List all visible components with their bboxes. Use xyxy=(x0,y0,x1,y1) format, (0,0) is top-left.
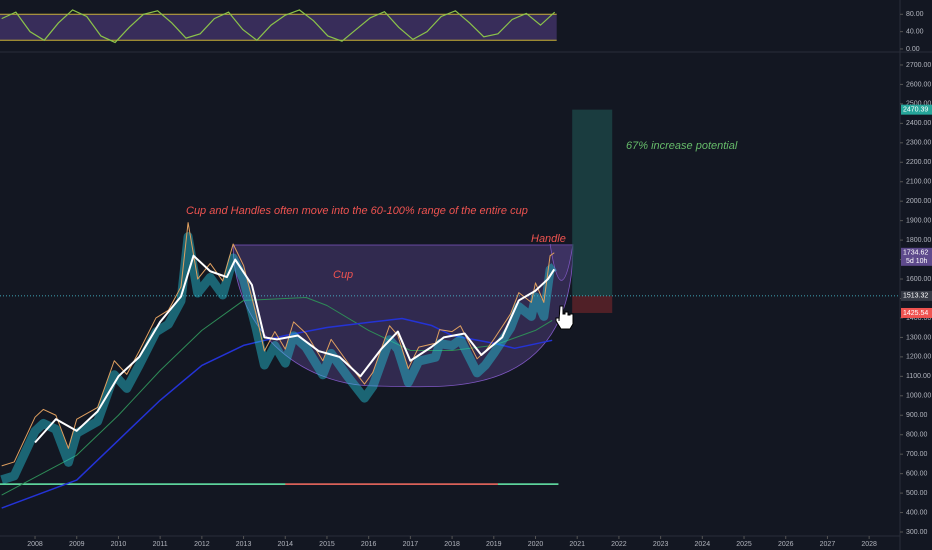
x-tick-label: 2012 xyxy=(194,541,210,548)
x-tick-label: 2016 xyxy=(361,541,377,548)
x-tick-label: 2024 xyxy=(695,541,711,548)
y-tick-label: 400.00 xyxy=(906,509,928,516)
y-tick-label: 500.00 xyxy=(906,490,928,497)
y-tick-label: 1300.00 xyxy=(906,334,931,341)
x-tick-label: 2021 xyxy=(569,541,585,548)
target-label-bg xyxy=(901,104,932,115)
y-tick-label: 2100.00 xyxy=(906,179,931,186)
series-line xyxy=(1,317,553,509)
y-tick-label: 1900.00 xyxy=(906,217,931,224)
y-tick-label: 2300.00 xyxy=(906,140,931,147)
y-tick-label: 2000.00 xyxy=(906,198,931,205)
y-tick-label: 1800.00 xyxy=(906,237,931,244)
y-tick-label: 1000.00 xyxy=(906,393,931,400)
y-tick-label: 2200.00 xyxy=(906,159,931,166)
plot: 300.00 400.00 500.00 600.00 700.00 800.00 900.… xyxy=(0,9,932,548)
y-tick-label: 900.00 xyxy=(906,412,928,419)
y-tick-label: 1600.00 xyxy=(906,276,931,283)
x-tick-label: 2010 xyxy=(111,541,127,548)
x-tick-label: 2020 xyxy=(528,541,544,548)
series-line xyxy=(34,254,556,444)
y-tick-label: 1400.00 xyxy=(906,315,931,322)
annotation: Handle xyxy=(531,233,566,245)
annotation: Cup and Handles often move into the 60-1… xyxy=(186,205,528,217)
last-price-label-bg xyxy=(901,247,932,258)
entry-label: 1513.32 xyxy=(903,293,928,300)
y-tick-label: 800.00 xyxy=(906,432,928,439)
y-tick-label: 300.00 xyxy=(906,529,928,536)
annotation: 67% increase potential xyxy=(626,140,738,152)
x-tick-label: 2023 xyxy=(653,541,669,548)
osc-tick-label: 80.00 xyxy=(906,11,924,18)
y-tick-label: 2500.00 xyxy=(906,101,931,108)
x-tick-label: 2018 xyxy=(444,541,460,548)
x-tick-label: 2027 xyxy=(820,541,836,548)
cursor xyxy=(555,305,574,330)
annotation: Cup xyxy=(333,269,353,281)
series-line xyxy=(1,297,553,496)
entry-label-bg xyxy=(901,290,932,301)
stop-zone xyxy=(572,295,613,313)
x-tick-label: 2014 xyxy=(277,541,293,548)
target-zone xyxy=(572,109,613,296)
handle xyxy=(549,243,574,281)
stop-label: 1425.54 xyxy=(903,310,928,317)
osc-tick-label: 40.00 xyxy=(906,28,924,35)
x-tick-label: 2013 xyxy=(236,541,252,548)
countdown: 5d 10h xyxy=(906,258,928,265)
osc-tick-label: 0.00 xyxy=(906,46,920,53)
x-tick-label: 2011 xyxy=(153,541,168,548)
stop-label-bg xyxy=(901,307,932,318)
y-tick-label: 2600.00 xyxy=(906,81,931,88)
x-tick-label: 2008 xyxy=(27,541,43,548)
x-tick-label: 2015 xyxy=(319,541,335,548)
oscillator-line xyxy=(1,9,556,44)
y-tick-label: 1100.00 xyxy=(906,373,931,380)
x-tick-label: 2022 xyxy=(611,541,627,548)
y-tick-label: 2400.00 xyxy=(906,120,931,127)
x-tick-label: 2028 xyxy=(861,541,877,548)
y-tick-label: 600.00 xyxy=(906,470,928,477)
y-tick-label: 1200.00 xyxy=(906,354,931,361)
y-tick-label: 2700.00 xyxy=(906,62,931,69)
y-tick-label: 700.00 xyxy=(906,451,928,458)
last-price-label: 1734.62 xyxy=(903,250,928,257)
x-tick-label: 2026 xyxy=(778,541,794,548)
countdown-bg xyxy=(901,256,932,266)
x-tick-label: 2019 xyxy=(486,541,502,548)
x-tick-label: 2009 xyxy=(69,541,85,548)
x-tick-label: 2025 xyxy=(736,541,752,548)
x-tick-label: 2017 xyxy=(403,541,419,548)
target-label: 2470.39 xyxy=(903,106,928,113)
